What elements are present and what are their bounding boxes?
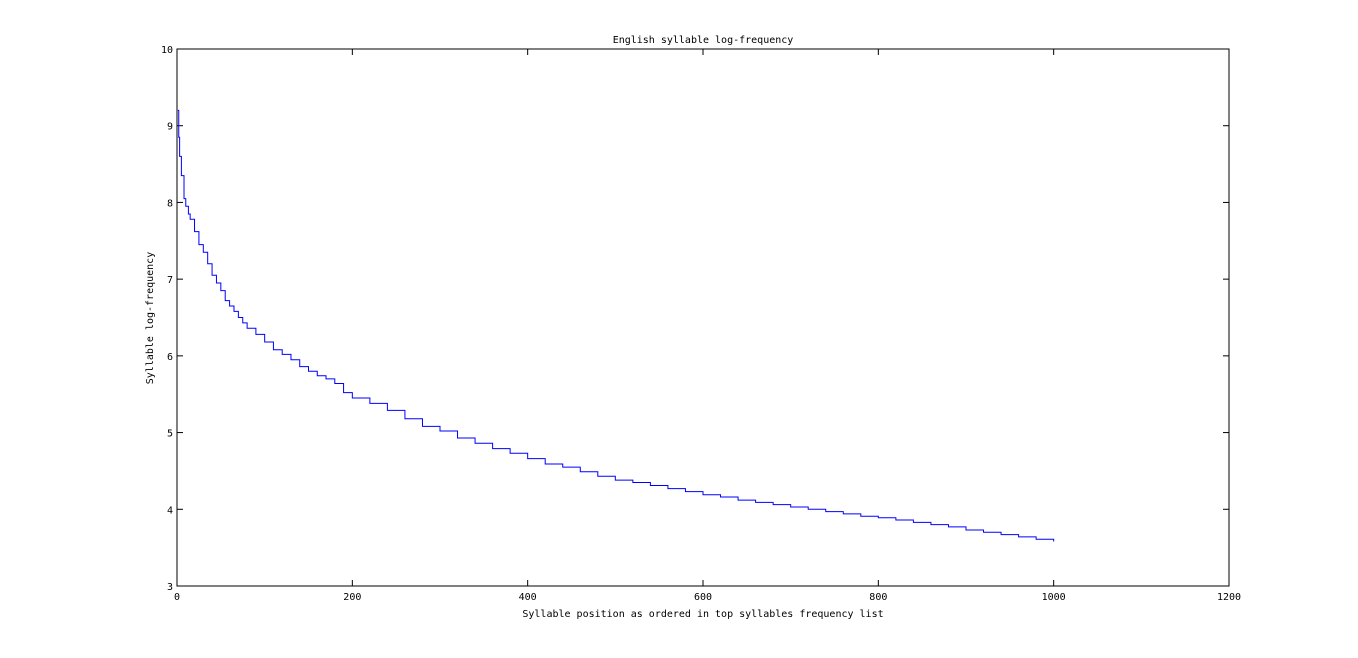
x-tick-label: 1000	[1042, 592, 1066, 603]
y-tick-label: 6	[167, 352, 173, 363]
x-tick-label: 600	[694, 592, 712, 603]
chart-title: English syllable log-frequency	[613, 35, 794, 46]
y-tick-label: 8	[167, 198, 173, 209]
series-layer	[177, 109, 1055, 542]
y-tick-label: 3	[167, 582, 173, 593]
y-tick-label: 7	[167, 275, 173, 286]
x-axis-label: Syllable position as ordered in top syll…	[522, 609, 883, 620]
y-tick-label: 5	[167, 429, 173, 440]
x-tick-label: 400	[519, 592, 537, 603]
y-axis-label: Syllable log-frequency	[145, 252, 156, 384]
y-tick-label: 9	[167, 122, 173, 133]
x-tick-label: 200	[343, 592, 361, 603]
y-tick-label: 10	[161, 45, 173, 56]
series-line-0	[177, 109, 1055, 542]
axis-ticks: 0 200 400 600 800 1000 1200 3 4 5 6 7 8 9 10	[161, 45, 1241, 603]
y-tick-label: 4	[167, 505, 173, 516]
x-tick-label: 0	[174, 592, 180, 603]
x-tick-label: 800	[869, 592, 887, 603]
plot-area	[176, 48, 1230, 587]
x-tick-label: 1200	[1217, 592, 1241, 603]
